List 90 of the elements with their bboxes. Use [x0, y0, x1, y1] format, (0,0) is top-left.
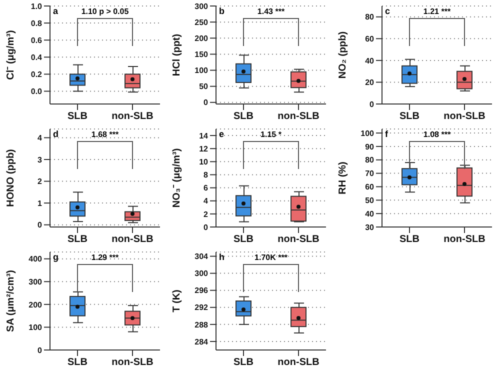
- y-tick-label: 100: [194, 66, 209, 76]
- y-axis-title: HCl (ppt): [172, 34, 183, 76]
- y-tick-label: 10: [199, 158, 209, 167]
- y-tick-label: 90: [365, 142, 375, 152]
- annotation: a: [53, 6, 58, 16]
- y-tick-label: 150: [194, 50, 209, 60]
- y-axis-title: NO₂ (ppb): [338, 31, 349, 79]
- x-tick-label: SLB: [234, 111, 254, 122]
- y-axis-title: SA (μm²/cm³): [6, 270, 17, 332]
- x-tick-label: non-SLB: [112, 111, 154, 122]
- x-tick-label: SLB: [234, 234, 254, 246]
- y-tick-label: 284: [194, 337, 209, 346]
- x-tick-label: non-SLB: [278, 234, 320, 246]
- y-tick-label: 50: [365, 196, 375, 205]
- annotation: 1.08 ***: [422, 130, 452, 139]
- x-tick-label: SLB: [400, 234, 420, 246]
- x-tick-label: non-SLB: [112, 234, 154, 246]
- y-tick-label: 20: [365, 78, 375, 88]
- x-tick-label: non-SLB: [278, 357, 320, 368]
- y-tick-label: 12: [199, 144, 209, 154]
- x-tick-label: non-SLB: [278, 111, 320, 122]
- y-tick-label: 0.4: [30, 52, 43, 62]
- y-tick-label: 100: [360, 128, 375, 138]
- y-tick-label: 100: [28, 323, 43, 332]
- y-tick-label: 80: [365, 156, 375, 165]
- x-tick-label: SLB: [68, 111, 88, 122]
- annotation: 1.21 ***: [422, 7, 452, 16]
- y-axis-title: RH (%): [338, 162, 349, 194]
- y-axis-title: Cl⁻ (μg/m³): [6, 30, 17, 80]
- y-tick-label: 400: [28, 254, 43, 264]
- y-tick-label: 14: [199, 131, 209, 140]
- y-tick-label: 60: [365, 34, 375, 44]
- y-tick-label: 60: [365, 182, 375, 192]
- y-tick-label: 296: [194, 286, 209, 296]
- annotation: 1.15 *: [260, 130, 282, 139]
- y-axis-title: T (K): [172, 290, 183, 312]
- annotation: 1.43 ***: [256, 7, 286, 16]
- y-tick-label: 70: [365, 169, 375, 178]
- y-tick-label: 300: [28, 277, 43, 286]
- y-tick-label: 1.0: [30, 2, 43, 11]
- annotation: b: [219, 6, 224, 16]
- annotation: h: [219, 252, 224, 262]
- x-tick-label: non-SLB: [444, 234, 486, 246]
- x-tick-label: SLB: [68, 357, 88, 368]
- y-tick-label: 6: [204, 184, 209, 193]
- annotation: 1.29 ***: [90, 253, 120, 262]
- y-tick-label: 0.8: [30, 18, 43, 28]
- y-tick-label: 2: [204, 210, 209, 219]
- y-tick-label: 30: [365, 222, 375, 232]
- annotation: f: [385, 129, 388, 139]
- y-tick-label: 4: [204, 196, 209, 206]
- y-axis-title: NO₃⁻ (μg/m³): [172, 148, 183, 208]
- y-tick-label: 300: [194, 2, 209, 11]
- y-tick-label: 250: [194, 18, 209, 27]
- annotation: 1.10 p > 0.05: [80, 7, 130, 16]
- x-tick-label: non-SLB: [444, 111, 486, 122]
- y-tick-label: 0: [370, 100, 375, 109]
- y-tick-label: 288: [194, 320, 209, 330]
- y-tick-label: 8: [204, 170, 209, 180]
- annotation: 1.70K ***: [254, 253, 288, 262]
- y-tick-label: 0: [38, 220, 43, 230]
- x-tick-label: SLB: [68, 234, 88, 246]
- y-tick-label: 50: [199, 82, 209, 92]
- y-tick-label: 4: [38, 134, 43, 143]
- x-tick-label: SLB: [400, 111, 420, 122]
- annotation: g: [53, 252, 58, 262]
- y-tick-label: 0.2: [30, 70, 43, 80]
- x-tick-label: non-SLB: [112, 357, 154, 368]
- y-tick-label: 40: [365, 56, 375, 66]
- y-tick-label: 0.0: [30, 87, 43, 96]
- x-tick-label: SLB: [234, 357, 254, 368]
- y-tick-label: 200: [194, 34, 209, 43]
- y-tick-label: 1: [38, 198, 43, 208]
- y-tick-label: 2: [38, 177, 43, 186]
- y-tick-label: 0: [204, 222, 209, 232]
- y-tick-label: 300: [194, 269, 209, 278]
- y-tick-label: 292: [194, 303, 209, 312]
- y-tick-label: 0.6: [30, 36, 43, 45]
- y-tick-label: 0: [38, 346, 43, 355]
- y-tick-label: 40: [365, 209, 375, 218]
- annotation: d: [53, 129, 58, 139]
- annotation: 1.68 ***: [90, 130, 120, 139]
- y-tick-label: 304: [194, 252, 209, 262]
- y-tick-label: 0: [204, 98, 209, 108]
- y-tick-label: 3: [38, 155, 43, 164]
- y-tick-label: 200: [28, 300, 43, 310]
- y-axis-title: HONO (ppb): [6, 149, 17, 207]
- annotation: e: [219, 129, 224, 139]
- y-tick-label: 80: [365, 12, 375, 22]
- annotation: c: [385, 6, 390, 16]
